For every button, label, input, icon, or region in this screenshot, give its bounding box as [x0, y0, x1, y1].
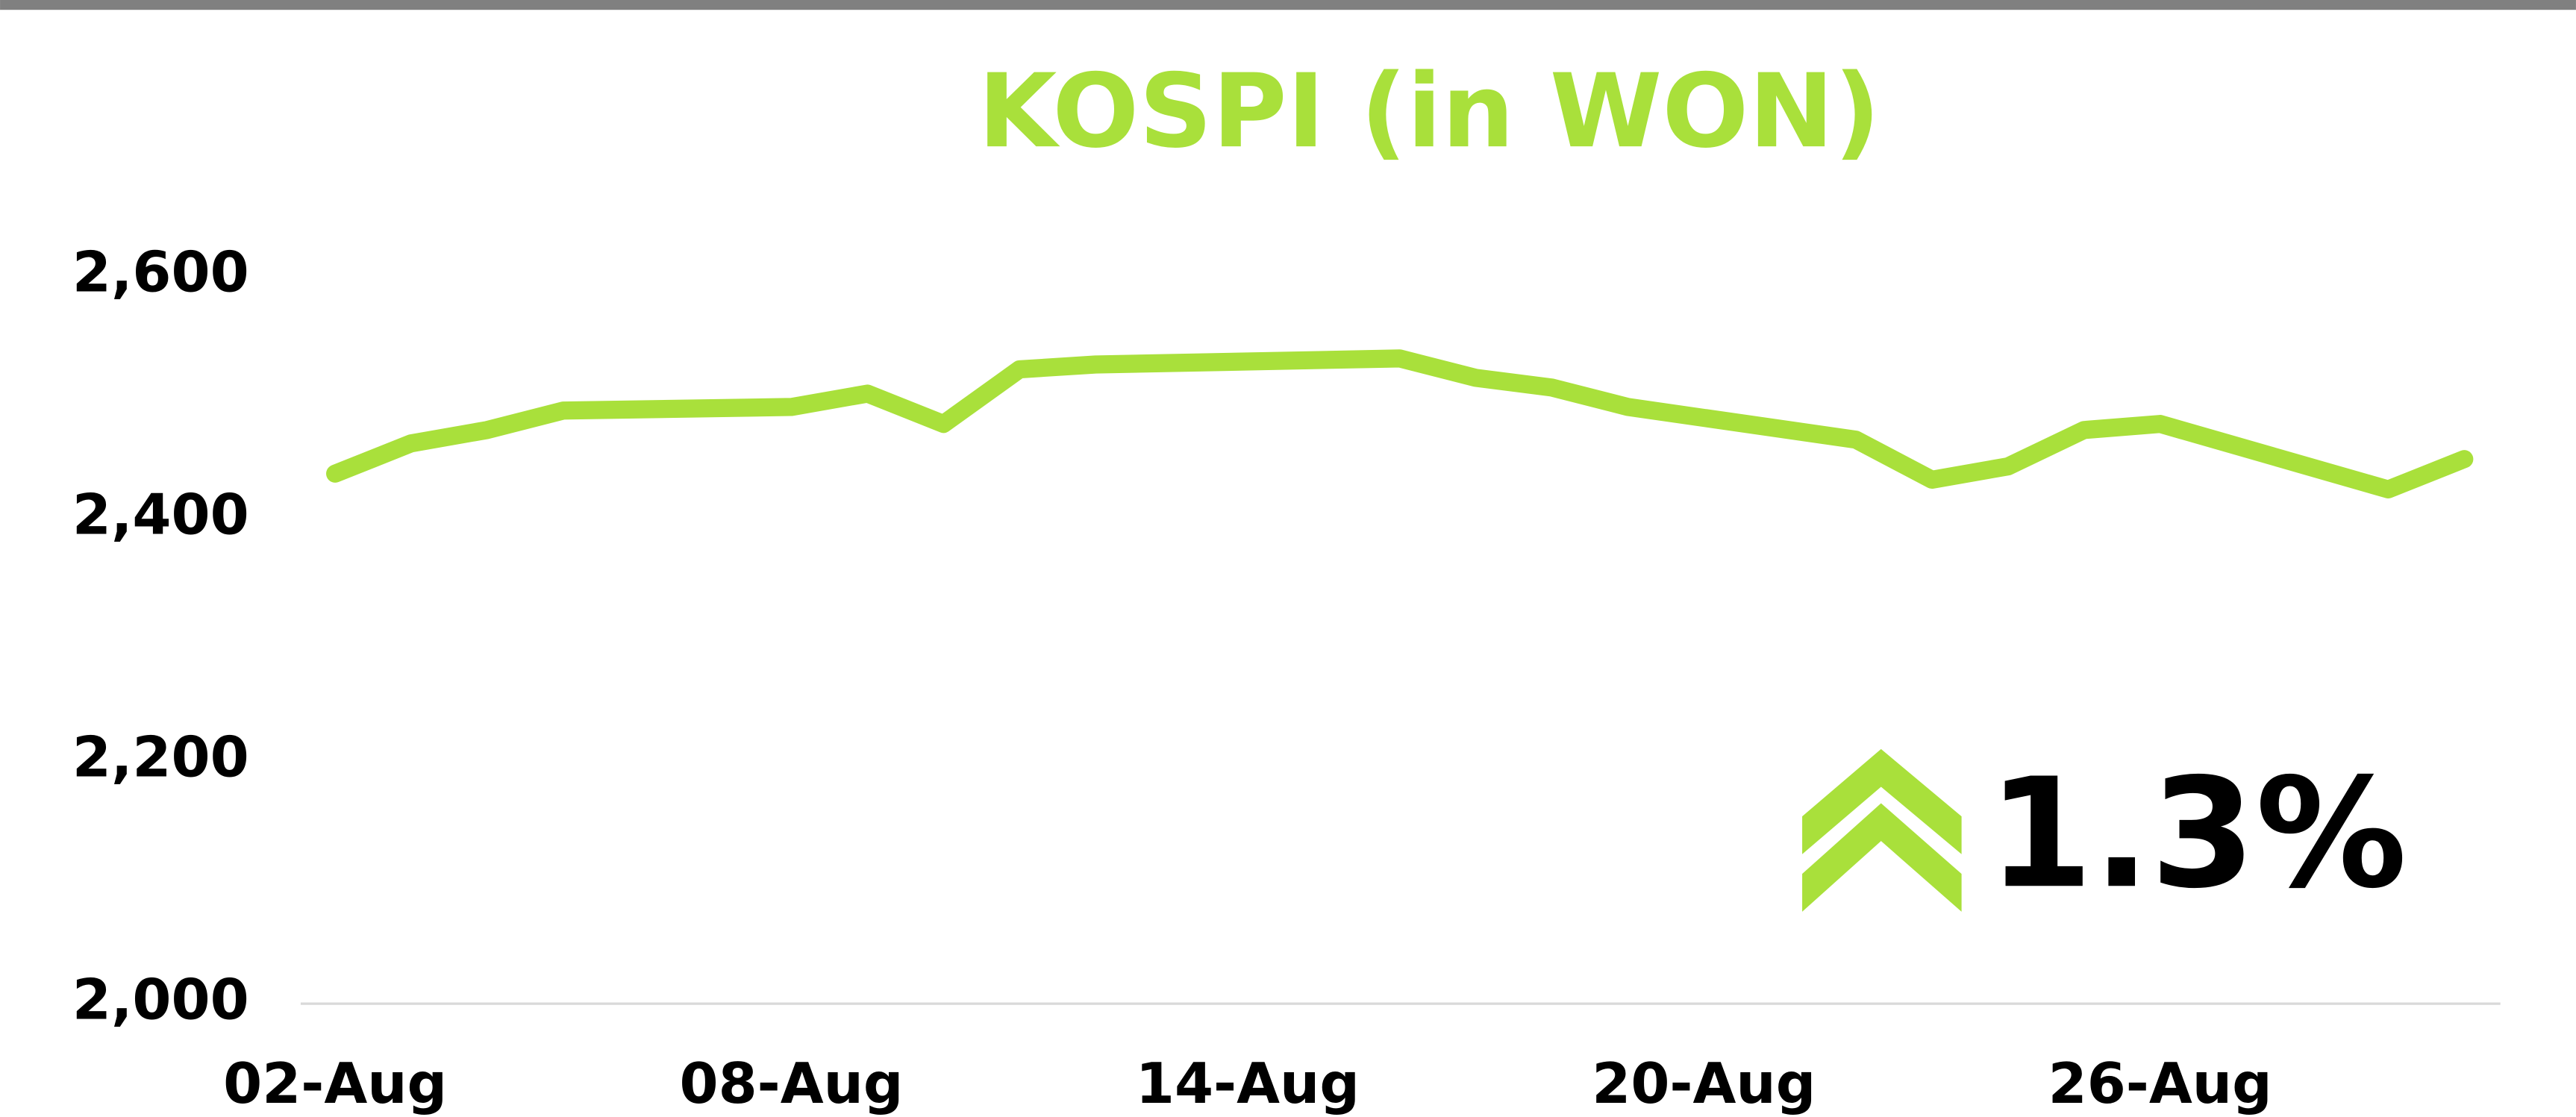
y-tick-label: 2,200: [72, 725, 249, 790]
x-tick-label: 20-Aug: [1592, 1051, 1816, 1116]
chart-title: KOSPI (in WON): [978, 52, 1881, 171]
change-annotation: 1.3%: [1988, 745, 2407, 922]
data-line: [326, 349, 2474, 499]
y-tick-label: 2,000: [72, 968, 249, 1033]
x-tick-label: 14-Aug: [1136, 1051, 1360, 1116]
y-tick-label: 2,400: [72, 482, 249, 547]
top-bar: [0, 0, 2576, 10]
x-tick-label: 02-Aug: [223, 1051, 447, 1116]
x-tick-label: 26-Aug: [2048, 1051, 2272, 1116]
y-tick-label: 2,600: [72, 240, 249, 304]
up-arrow-icon: [1802, 748, 1962, 912]
x-tick-label: 08-Aug: [680, 1051, 904, 1116]
